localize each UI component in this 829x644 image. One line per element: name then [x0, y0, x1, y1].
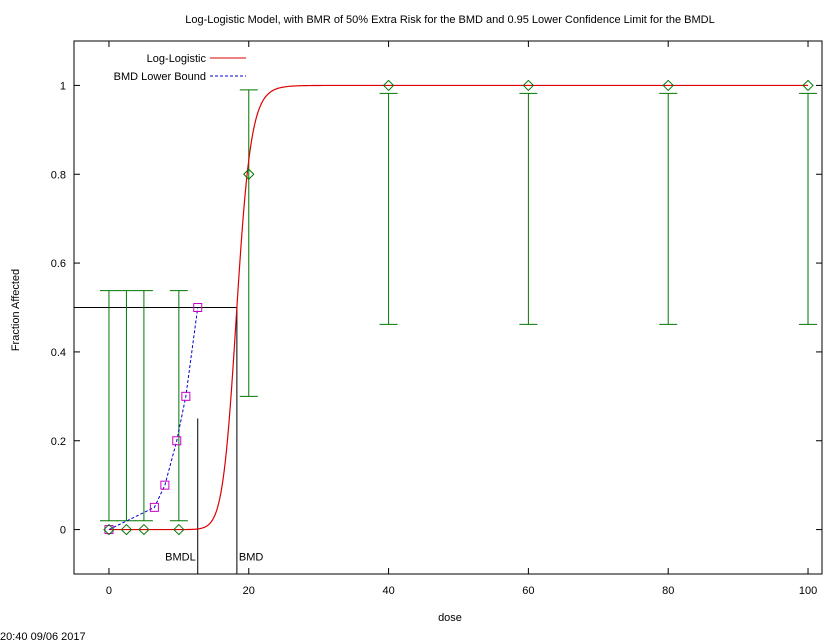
observed-point — [243, 168, 255, 180]
y-tick-label: 0.8 — [51, 169, 66, 181]
observed-point — [382, 79, 395, 92]
bmd-lower-bound-point — [104, 525, 114, 535]
observed-point — [522, 79, 535, 92]
legend: Log-Logistic BMD Lower Bound — [114, 53, 246, 83]
y-tick-label: 0.2 — [51, 436, 66, 448]
bmd-lower-bound-point — [181, 391, 191, 401]
observed-point — [120, 523, 133, 536]
bmd-label: BMD — [239, 552, 264, 564]
bmd-lower-bound-point — [149, 502, 159, 512]
x-tick-label: 0 — [106, 585, 112, 597]
timestamp: 20:40 09/06 2017 — [0, 631, 86, 643]
bmd-lower-bound-point — [172, 436, 182, 446]
bmd-lower-bound-point — [193, 303, 203, 312]
chart-title: Log-Logistic Model, with BMR of 50% Extr… — [185, 14, 714, 26]
observed-point — [173, 523, 185, 536]
y-tick-label: 0.6 — [51, 258, 66, 270]
x-tick-label: 100 — [799, 585, 817, 597]
y-tick-label: 0 — [60, 525, 66, 537]
y-axis-label: Fraction Affected — [10, 269, 22, 351]
legend-label-bmd-lower-bound: BMD Lower Bound — [114, 71, 206, 83]
observed-point — [138, 523, 150, 536]
bmd-lower-bound-point — [160, 480, 170, 490]
bmd-lower-bound-line — [108, 307, 199, 531]
x-tick-label: 80 — [662, 585, 674, 597]
legend-label-log-logistic: Log-Logistic — [147, 53, 207, 65]
x-axis-label: dose — [438, 612, 462, 624]
y-tick-label: 1 — [60, 80, 66, 92]
y-tick-label: 0.4 — [51, 347, 66, 359]
x-tick-label: 60 — [522, 585, 534, 597]
plot-area: 0 20 40 60 80 100 0 0.2 0.4 0.6 0.8 1 BMD BMDL — [51, 40, 823, 597]
x-tick-label: 40 — [382, 585, 394, 597]
observed-point — [662, 79, 674, 92]
observed-point — [103, 523, 115, 536]
x-tick-label: 20 — [243, 585, 255, 597]
log-logistic-curve — [108, 84, 809, 531]
bmdl-label: BMDL — [165, 552, 196, 564]
observed-point — [802, 79, 814, 92]
